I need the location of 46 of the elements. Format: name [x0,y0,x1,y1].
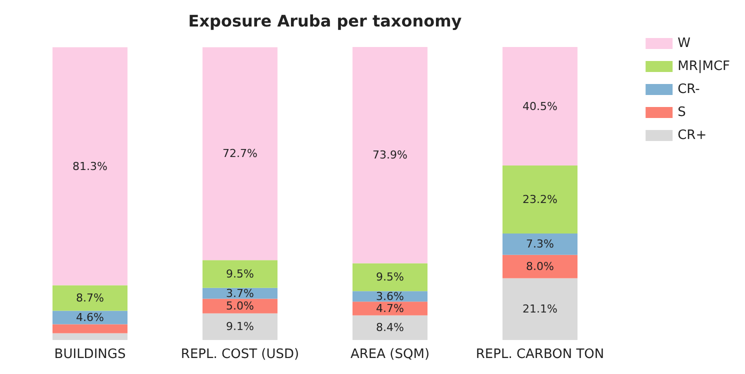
bar [502,166,578,234]
data-label: 8.7% [76,291,104,304]
x-tick-label: AREA (SQM) [350,347,430,362]
chart-title: Exposure Aruba per taxonomy [188,12,462,30]
data-label: 4.7% [376,302,404,316]
bar [502,254,578,278]
bar [352,302,428,316]
bar [352,315,428,340]
data-label: 8.0% [526,260,554,274]
data-label: 5.0% [226,300,254,313]
data-label: 81.3% [72,160,108,173]
bar [52,333,128,340]
x-tick-label: BUILDINGS [54,347,126,362]
legend-label: W [678,36,691,51]
data-label: 7.3% [526,238,554,251]
bar [502,233,578,255]
bar [202,298,278,314]
bar [52,324,128,334]
data-label: 9.1% [226,320,254,334]
bar [502,278,578,340]
bar [52,47,128,286]
legend-label: CR- [678,82,700,97]
data-label: 9.5% [376,270,404,284]
data-label: 3.6% [376,290,404,303]
data-label: 8.4% [376,321,404,334]
bar [202,313,278,340]
data-label: 73.9% [372,148,408,162]
data-label: 9.5% [226,267,254,280]
bar [202,47,278,260]
bar [202,260,278,288]
legend-label: S [678,105,686,120]
data-label: 40.5% [522,100,558,113]
bar [52,310,128,324]
bar [52,285,128,311]
legend-label: CR+ [678,128,707,143]
data-label: 23.2% [522,193,558,206]
bar [352,47,428,264]
data-label: 72.7% [222,147,258,160]
data-label: 4.6% [76,310,104,324]
data-label: 21.1% [522,302,558,316]
legend-label: MR|MCF [678,59,730,74]
x-tick-label: REPL. CARBON TON [476,347,604,362]
x-tick-label: REPL. COST (USD) [180,347,300,362]
bar [352,263,428,292]
data-label: 3.7% [226,286,254,300]
bar [502,47,578,166]
